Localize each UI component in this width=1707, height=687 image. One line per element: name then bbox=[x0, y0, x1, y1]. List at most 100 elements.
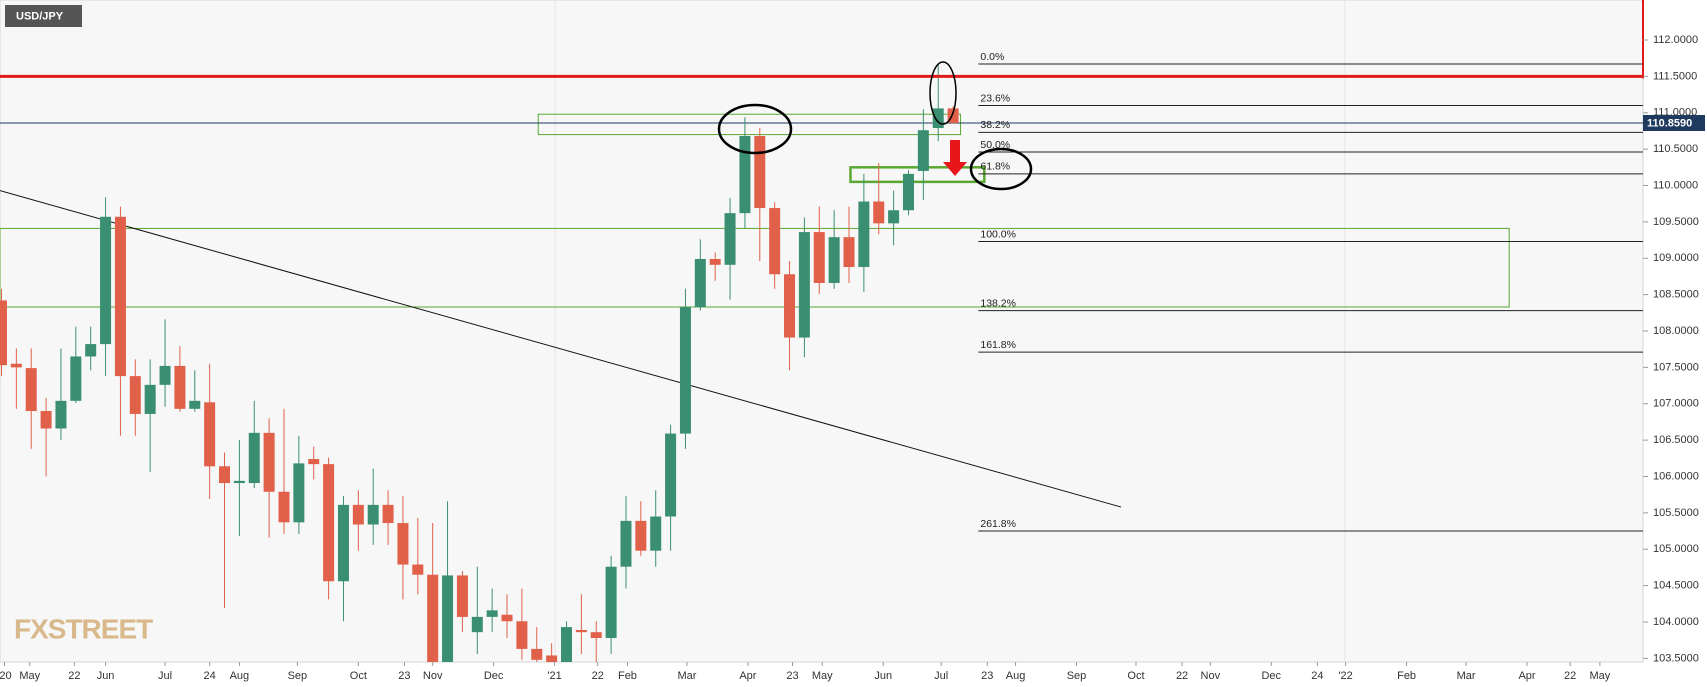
x-tick-label: Oct bbox=[1127, 670, 1144, 682]
candle-body bbox=[337, 504, 349, 582]
candle-body bbox=[219, 466, 231, 484]
candle-body bbox=[189, 400, 201, 409]
y-tick-label: 107.5000 bbox=[1653, 361, 1699, 373]
candle-body bbox=[248, 432, 260, 484]
y-tick-label: 111.5000 bbox=[1653, 70, 1697, 82]
candle-body bbox=[739, 136, 751, 214]
y-tick-label: 108.5000 bbox=[1653, 289, 1699, 301]
x-tick-label: 22 bbox=[1564, 670, 1576, 682]
x-tick-label: Sep bbox=[288, 670, 308, 682]
candle-body bbox=[308, 459, 320, 465]
watermark: FXSTREET bbox=[14, 613, 153, 644]
candle-body bbox=[650, 516, 662, 551]
y-tick-label: 105.0000 bbox=[1653, 543, 1699, 555]
candle-body bbox=[858, 201, 870, 267]
candle-body bbox=[843, 237, 855, 267]
fib-label: 100.0% bbox=[980, 228, 1016, 240]
x-tick-label: 24 bbox=[204, 670, 216, 682]
y-tick-label: 107.0000 bbox=[1653, 398, 1699, 410]
down-arrow bbox=[943, 140, 967, 176]
candle-body bbox=[263, 432, 275, 492]
x-tick-label: 22 bbox=[1176, 670, 1188, 682]
candle-body bbox=[828, 237, 840, 283]
last-price-label: 110.8590 bbox=[1647, 117, 1692, 129]
x-tick-label: Jul bbox=[158, 670, 172, 682]
trendline bbox=[0, 190, 1122, 508]
candle-body bbox=[233, 480, 245, 484]
x-tick-label: 23 bbox=[786, 670, 798, 682]
candle-body bbox=[947, 108, 959, 123]
candle-body bbox=[917, 130, 929, 171]
fib-label: 261.8% bbox=[980, 518, 1016, 530]
x-tick-label: '21 bbox=[547, 670, 561, 682]
y-tick-label: 106.0000 bbox=[1653, 470, 1699, 482]
candle-body bbox=[367, 504, 379, 525]
candle-body bbox=[471, 616, 483, 633]
price-zone bbox=[849, 166, 986, 184]
candle-body bbox=[679, 306, 691, 434]
y-tick-label: 104.5000 bbox=[1653, 580, 1699, 592]
candle-body bbox=[144, 384, 156, 414]
x-tick-label: Dec bbox=[1261, 670, 1281, 682]
candle-body bbox=[442, 575, 454, 662]
candle-body bbox=[0, 300, 7, 366]
price-zone bbox=[0, 227, 1510, 308]
candle-body bbox=[427, 574, 439, 662]
x-tick-label: 23 bbox=[981, 670, 993, 682]
candle-body bbox=[204, 402, 216, 467]
y-tick-label: 109.0000 bbox=[1653, 252, 1699, 264]
y-tick-label: 106.5000 bbox=[1653, 434, 1699, 446]
plot-area bbox=[0, 0, 1644, 663]
candle-body bbox=[516, 621, 528, 649]
x-tick-label: '20 bbox=[0, 670, 12, 682]
candle-body bbox=[456, 575, 468, 617]
candle-body bbox=[501, 614, 513, 622]
y-tick-label: 109.5000 bbox=[1653, 216, 1699, 228]
x-tick-label: Dec bbox=[484, 670, 504, 682]
candle-body bbox=[278, 491, 290, 523]
candle-body bbox=[293, 463, 305, 523]
candle-body bbox=[25, 368, 37, 412]
x-tick-label: Aug bbox=[1006, 670, 1026, 682]
x-tick-label: May bbox=[19, 670, 40, 682]
x-tick-label: 22 bbox=[592, 670, 604, 682]
x-tick-label: 23 bbox=[398, 670, 410, 682]
y-tick-label: 110.5000 bbox=[1653, 143, 1698, 155]
candle-body bbox=[888, 210, 900, 224]
highlight-circle bbox=[717, 103, 793, 155]
candle-body bbox=[40, 411, 52, 429]
x-tick-label: 24 bbox=[1311, 670, 1323, 682]
candle-body bbox=[709, 258, 721, 265]
candle-body bbox=[114, 216, 126, 377]
candle-body bbox=[55, 400, 67, 429]
candle-body bbox=[798, 232, 810, 338]
candle-body bbox=[486, 610, 498, 617]
y-tick-label: 110.0000 bbox=[1653, 179, 1698, 191]
price-zone bbox=[537, 113, 962, 136]
candle-body bbox=[382, 504, 394, 524]
fib-label: 23.6% bbox=[980, 92, 1010, 104]
y-tick-label: 112.0000 bbox=[1653, 34, 1698, 46]
x-tick-label: Feb bbox=[618, 670, 637, 682]
x-tick-label: Apr bbox=[1518, 670, 1535, 682]
highlight-circle bbox=[929, 61, 957, 125]
candle-body bbox=[531, 648, 543, 660]
candle-body bbox=[10, 363, 22, 368]
candle-body bbox=[902, 173, 914, 211]
candle-body bbox=[635, 520, 647, 551]
candle-body bbox=[813, 232, 825, 283]
highlight-circle bbox=[969, 147, 1033, 191]
x-tick-label: Apr bbox=[739, 670, 756, 682]
x-tick-label: Oct bbox=[350, 670, 367, 682]
x-tick-label: Jun bbox=[874, 670, 892, 682]
title-box bbox=[5, 5, 82, 27]
candle-body bbox=[784, 274, 796, 338]
x-tick-label: 22 bbox=[68, 670, 80, 682]
x-tick-label: Jul bbox=[934, 670, 948, 682]
last-price-tag bbox=[1643, 115, 1705, 132]
fib-label: 138.2% bbox=[980, 297, 1016, 309]
x-tick-label: Mar bbox=[1457, 670, 1476, 682]
candle-body bbox=[100, 216, 112, 345]
candle-body bbox=[352, 504, 364, 525]
